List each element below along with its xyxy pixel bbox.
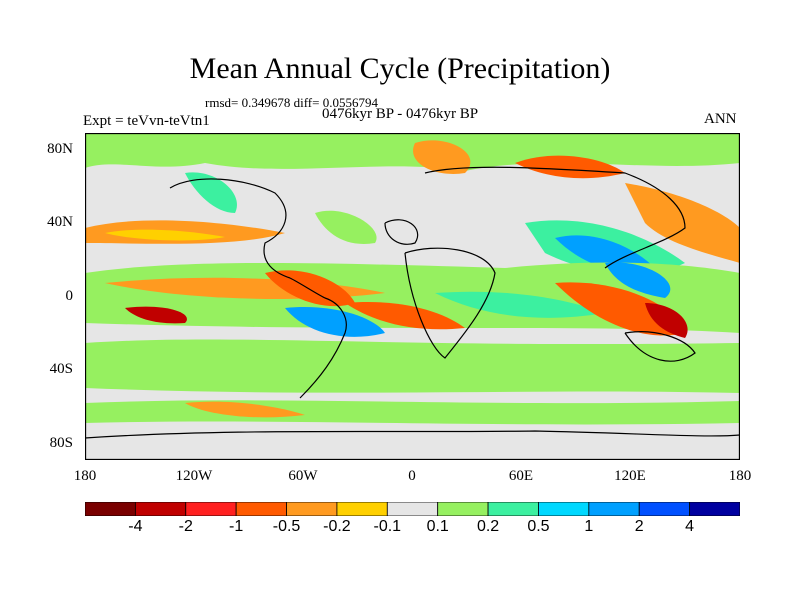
colorbar-swatch bbox=[286, 502, 338, 516]
lon-label: 60W bbox=[288, 468, 318, 484]
colorbar-swatch bbox=[437, 502, 489, 516]
colorbar-tick-label: -0.2 bbox=[323, 518, 351, 535]
colorbar-swatch bbox=[588, 502, 640, 516]
lat-label: 40N bbox=[47, 214, 73, 230]
colorbar-tick-label: 2 bbox=[634, 518, 644, 535]
map-frame bbox=[85, 133, 740, 460]
colorbar-tick-label: -4 bbox=[128, 518, 143, 535]
colorbar-tick-label: 0.5 bbox=[527, 518, 550, 535]
colorbar-swatch bbox=[638, 502, 691, 516]
rmsd-diff-stats: rmsd= 0.349678 diff= 0.0556794 bbox=[205, 95, 378, 110]
colorbar-swatch bbox=[336, 502, 388, 516]
season-label: ANN bbox=[704, 111, 737, 127]
lon-label: 180 bbox=[73, 468, 97, 484]
lon-label: 180 bbox=[728, 468, 752, 484]
colorbar-swatch bbox=[487, 502, 539, 516]
colorbar-swatch bbox=[538, 502, 590, 516]
precipitation-anomaly-map bbox=[85, 133, 740, 460]
lon-label: 0 bbox=[408, 468, 416, 484]
coastlines bbox=[85, 166, 740, 439]
lat-label: 80S bbox=[49, 435, 73, 451]
colorbar bbox=[85, 502, 740, 516]
colorbar-swatch bbox=[689, 502, 740, 516]
lon-label: 120E bbox=[614, 468, 646, 484]
colorbar-swatch bbox=[235, 502, 287, 516]
lon-label: 120W bbox=[175, 468, 213, 484]
colorbar-tick-label: 0.2 bbox=[476, 518, 500, 535]
colorbar-tick-label: 4 bbox=[685, 518, 695, 535]
colorbar-swatch bbox=[85, 502, 136, 516]
colorbar-tick-label: 0.1 bbox=[426, 518, 449, 535]
lat-label: 40S bbox=[49, 361, 73, 377]
period-label: 0476kyr BP - 0476kyr BP bbox=[322, 106, 479, 122]
colorbar-tick-label: 1 bbox=[584, 518, 594, 535]
colorbar-tick-label: -0.1 bbox=[373, 518, 402, 535]
colorbar-swatch bbox=[134, 502, 187, 516]
colorbar-tick-label: -1 bbox=[229, 518, 244, 535]
experiment-label: Expt = teVvn-teVtn1 bbox=[83, 113, 210, 129]
lat-label: 80N bbox=[47, 141, 73, 157]
colorbar-swatch bbox=[185, 502, 237, 516]
lon-label: 60E bbox=[508, 468, 534, 484]
colorbar-swatch bbox=[386, 502, 439, 516]
anomaly-field bbox=[85, 133, 740, 425]
lat-label: 0 bbox=[65, 288, 74, 304]
colorbar-tick-label: -2 bbox=[178, 518, 193, 535]
colorbar-tick-label: -0.5 bbox=[272, 518, 301, 535]
plot-title: Mean Annual Cycle (Precipitation) bbox=[189, 52, 611, 85]
